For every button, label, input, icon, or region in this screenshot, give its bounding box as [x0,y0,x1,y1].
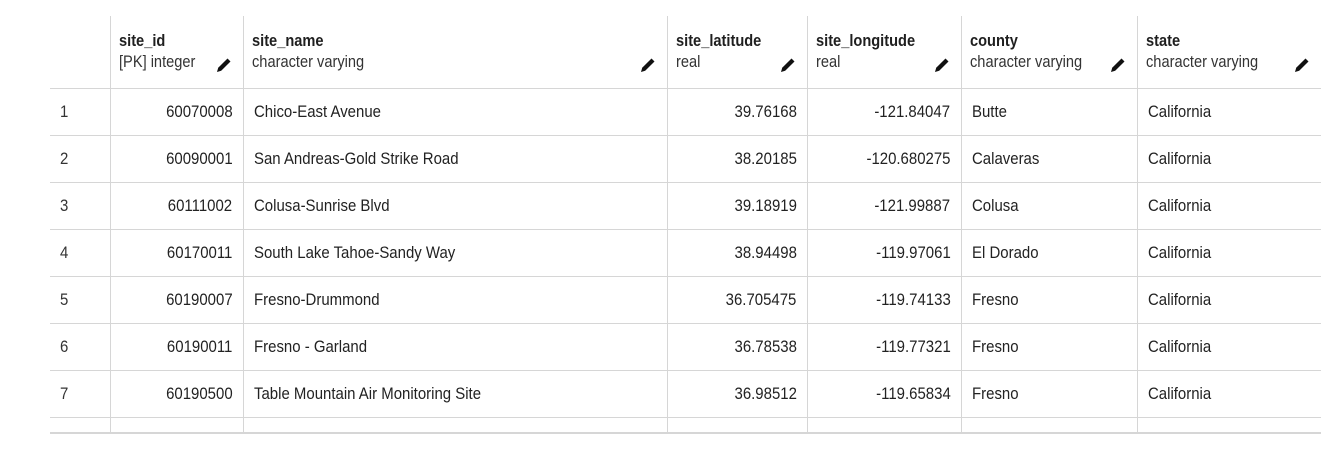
table-row[interactable]: 2 60090001 San Andreas-Gold Strike Road … [50,135,1321,183]
cell-site-latitude[interactable]: 38.94498 [667,229,808,277]
table-row[interactable]: 7 60190500 Table Mountain Air Monitoring… [50,370,1321,418]
column-name: site_longitude [815,31,915,50]
column-type: [PK] integer [118,52,195,71]
pencil-icon[interactable] [215,56,233,74]
cell-county[interactable]: Calaveras [961,135,1138,183]
cell-site-id[interactable]: 60090001 [110,135,244,183]
cell-state[interactable]: California [1137,370,1321,418]
cell-county[interactable]: El Dorado [961,229,1138,277]
row-number[interactable]: 4 [50,229,111,277]
empty-cell [243,417,668,434]
column-name: state [1145,31,1180,50]
cell-state[interactable]: California [1137,182,1321,230]
cell-site-name[interactable]: Chico-East Avenue [243,88,668,136]
cell-county[interactable]: Fresno [961,276,1138,324]
cell-site-name[interactable]: Colusa-Sunrise Blvd [243,182,668,230]
column-header-county[interactable]: county character varying [961,16,1138,89]
row-number[interactable]: 3 [50,182,111,230]
column-header-state[interactable]: state character varying [1137,16,1321,89]
column-header-site-latitude[interactable]: site_latitude real [667,16,808,89]
cell-site-longitude[interactable]: -121.99887 [807,182,962,230]
cell-site-name[interactable]: San Andreas-Gold Strike Road [243,135,668,183]
row-number[interactable]: 5 [50,276,111,324]
cell-site-id[interactable]: 60070008 [110,88,244,136]
column-type: real [675,52,700,71]
pencil-icon[interactable] [639,56,657,74]
cell-state[interactable]: California [1137,88,1321,136]
cell-site-id[interactable]: 60190007 [110,276,244,324]
cell-state[interactable]: California [1137,135,1321,183]
cell-site-latitude[interactable]: 36.98512 [667,370,808,418]
empty-cell [961,417,1138,434]
cell-site-longitude[interactable]: -121.84047 [807,88,962,136]
column-header-site-id[interactable]: site_id [PK] integer [110,16,244,89]
cell-site-name[interactable]: Fresno-Drummond [243,276,668,324]
cell-site-latitude[interactable]: 39.76168 [667,88,808,136]
pencil-icon[interactable] [933,56,951,74]
empty-cell [807,417,962,434]
cell-site-longitude[interactable]: -119.97061 [807,229,962,277]
table-row[interactable]: 6 60190011 Fresno - Garland 36.78538 -11… [50,323,1321,371]
cell-site-longitude[interactable]: -119.74133 [807,276,962,324]
cell-county[interactable]: Fresno [961,323,1138,371]
cell-state[interactable]: California [1137,229,1321,277]
cell-site-name[interactable]: Table Mountain Air Monitoring Site [243,370,668,418]
row-number-header[interactable] [50,16,111,89]
column-name: site_latitude [675,31,761,50]
cell-site-id[interactable]: 60190011 [110,323,244,371]
cell-site-id[interactable]: 60190500 [110,370,244,418]
results-table: site_id [PK] integer site_name character… [50,16,1321,434]
column-type: character varying [251,52,364,71]
column-type: real [815,52,840,71]
column-header-site-name[interactable]: site_name character varying [243,16,668,89]
pencil-icon[interactable] [779,56,797,74]
table-row[interactable]: 5 60190007 Fresno-Drummond 36.705475 -11… [50,276,1321,324]
cell-county[interactable]: Colusa [961,182,1138,230]
row-number[interactable]: 2 [50,135,111,183]
cell-county[interactable]: Fresno [961,370,1138,418]
empty-cell [667,417,808,434]
empty-cell [110,417,244,434]
column-type: character varying [1145,52,1258,71]
cell-site-id[interactable]: 60111002 [110,182,244,230]
cell-site-latitude[interactable]: 39.18919 [667,182,808,230]
row-number[interactable]: 7 [50,370,111,418]
cell-site-longitude[interactable]: -119.65834 [807,370,962,418]
header-row: site_id [PK] integer site_name character… [50,16,1321,89]
pencil-icon[interactable] [1109,56,1127,74]
column-name: site_name [251,31,324,50]
pencil-icon[interactable] [1293,56,1311,74]
cell-site-longitude[interactable]: -119.77321 [807,323,962,371]
cell-site-latitude[interactable]: 36.705475 [667,276,808,324]
column-name: county [969,31,1018,50]
cell-site-longitude[interactable]: -120.680275 [807,135,962,183]
partial-row [50,417,1321,434]
column-header-site-longitude[interactable]: site_longitude real [807,16,962,89]
table-row[interactable]: 3 60111002 Colusa-Sunrise Blvd 39.18919 … [50,182,1321,230]
cell-site-name[interactable]: South Lake Tahoe-Sandy Way [243,229,668,277]
table-row[interactable]: 1 60070008 Chico-East Avenue 39.76168 -1… [50,88,1321,136]
row-number[interactable]: 6 [50,323,111,371]
cell-site-latitude[interactable]: 38.20185 [667,135,808,183]
cell-state[interactable]: California [1137,323,1321,371]
table-row[interactable]: 4 60170011 South Lake Tahoe-Sandy Way 38… [50,229,1321,277]
column-name: site_id [118,31,165,50]
row-number[interactable]: 1 [50,88,111,136]
empty-cell [1137,417,1321,434]
column-type: character varying [969,52,1082,71]
empty-cell [50,417,111,434]
cell-site-id[interactable]: 60170011 [110,229,244,277]
cell-county[interactable]: Butte [961,88,1138,136]
cell-state[interactable]: California [1137,276,1321,324]
cell-site-name[interactable]: Fresno - Garland [243,323,668,371]
cell-site-latitude[interactable]: 36.78538 [667,323,808,371]
